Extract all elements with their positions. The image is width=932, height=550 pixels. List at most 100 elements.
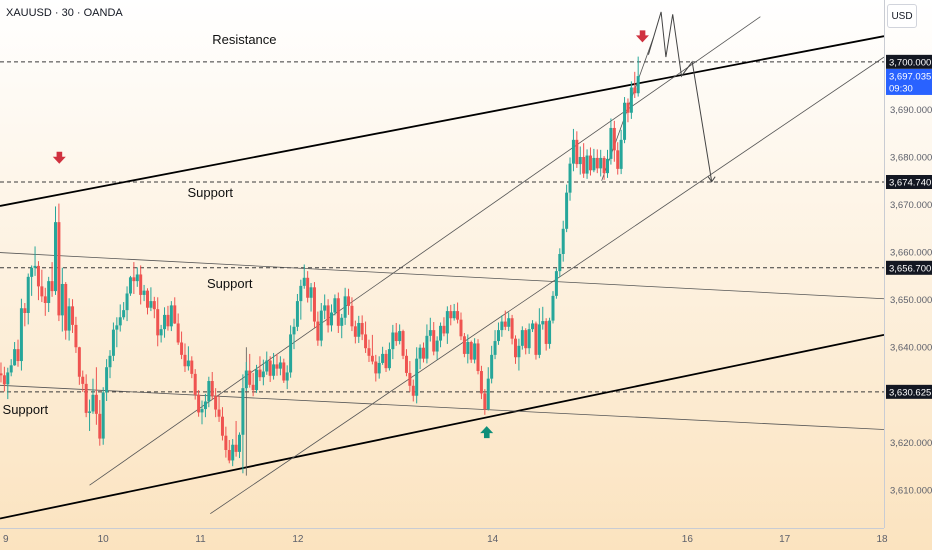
candle-body xyxy=(176,323,180,343)
candle-body xyxy=(592,157,596,171)
candle-body xyxy=(428,330,432,336)
guide-trendline[interactable] xyxy=(210,56,884,515)
candle-body xyxy=(398,331,402,342)
candle-body xyxy=(422,347,426,359)
candle-body xyxy=(169,305,173,327)
candle-body xyxy=(537,324,541,355)
candle-body xyxy=(340,317,344,326)
candle-body xyxy=(531,323,535,330)
current-price-value: 3,697.035 xyxy=(889,71,931,82)
candle-body xyxy=(220,416,224,436)
candle-body xyxy=(381,353,385,363)
candle-body xyxy=(554,271,558,296)
candle-body xyxy=(503,321,507,327)
candle-body xyxy=(483,393,487,410)
candle-body xyxy=(319,310,323,341)
candle-body xyxy=(200,409,204,413)
candle-body xyxy=(2,375,6,385)
candle-body xyxy=(442,325,446,334)
candle-body xyxy=(142,290,146,295)
candle-body xyxy=(370,355,374,362)
bar-countdown: 09:30 xyxy=(889,83,913,94)
candle-body xyxy=(394,332,398,342)
y-tick-label: 3,610.000 xyxy=(890,485,932,496)
projection-arrowhead xyxy=(707,176,716,183)
candle-body xyxy=(0,373,3,376)
price-level-value: 3,674.740 xyxy=(889,177,931,188)
candle-body xyxy=(197,394,201,413)
candle-body xyxy=(33,265,37,268)
guide-trendline[interactable] xyxy=(0,252,884,300)
candle-body xyxy=(459,319,463,337)
candle-body xyxy=(193,373,197,395)
guide-trendline[interactable] xyxy=(0,384,884,430)
candle-body xyxy=(326,305,330,326)
candle-body xyxy=(353,326,357,337)
currency-button[interactable]: USD xyxy=(887,4,917,28)
y-tick-label: 3,690.000 xyxy=(890,105,932,116)
price-level-value: 3,630.625 xyxy=(889,387,931,398)
y-tick-label: 3,680.000 xyxy=(890,152,932,163)
candle-body xyxy=(23,308,27,313)
candle-body xyxy=(306,277,310,298)
candle-body xyxy=(599,157,603,169)
candle-body xyxy=(47,281,51,304)
candle-body xyxy=(98,413,102,439)
candle-body xyxy=(111,329,115,356)
candle-body xyxy=(282,362,286,381)
candle-body xyxy=(418,347,422,359)
candle-body xyxy=(115,325,119,330)
guide-trendline[interactable] xyxy=(89,16,761,486)
candle-body xyxy=(551,295,555,321)
candle-body xyxy=(469,342,473,360)
candle-body xyxy=(616,150,620,169)
candle-body xyxy=(606,158,610,174)
candle-body xyxy=(568,163,572,193)
candle-body xyxy=(452,311,456,319)
channel-trendline[interactable] xyxy=(0,35,884,207)
candle-body xyxy=(6,372,10,385)
channel-trendline[interactable] xyxy=(0,333,884,520)
candle-body xyxy=(214,396,218,410)
candle-body xyxy=(316,321,320,341)
candle-body xyxy=(118,317,122,326)
candle-body xyxy=(30,267,34,277)
candle-body xyxy=(135,274,139,282)
candle-body xyxy=(439,325,443,341)
candle-body xyxy=(377,362,381,374)
candle-body xyxy=(350,305,354,327)
candle-body xyxy=(16,349,20,362)
candle-body xyxy=(292,326,296,335)
candle-body xyxy=(74,324,78,348)
candle-body xyxy=(578,156,582,165)
candle-body xyxy=(101,392,105,439)
candle-body xyxy=(210,381,214,397)
candle-body xyxy=(336,298,340,326)
candle-body xyxy=(330,312,333,326)
candle-body xyxy=(275,364,279,369)
projection-path xyxy=(647,11,713,182)
candle-body xyxy=(411,385,415,396)
x-tick-label: 10 xyxy=(98,534,110,545)
price-level-value: 3,700.000 xyxy=(889,57,931,68)
candle-body xyxy=(364,334,368,349)
candle-body xyxy=(588,155,592,171)
price-level-tag xyxy=(886,174,932,189)
candle-body xyxy=(585,155,589,174)
candle-body xyxy=(261,371,265,378)
candle-body xyxy=(476,343,480,372)
candle-body xyxy=(285,372,289,381)
candle-body xyxy=(524,330,528,349)
candle-body xyxy=(231,444,235,461)
candle-body xyxy=(347,296,351,306)
x-tick-label: 16 xyxy=(682,534,694,545)
candle-body xyxy=(71,306,75,325)
candle-body xyxy=(132,277,136,282)
candle-body xyxy=(415,358,419,396)
candle-body xyxy=(496,330,500,342)
candle-body xyxy=(224,435,228,450)
candle-body xyxy=(265,360,269,372)
